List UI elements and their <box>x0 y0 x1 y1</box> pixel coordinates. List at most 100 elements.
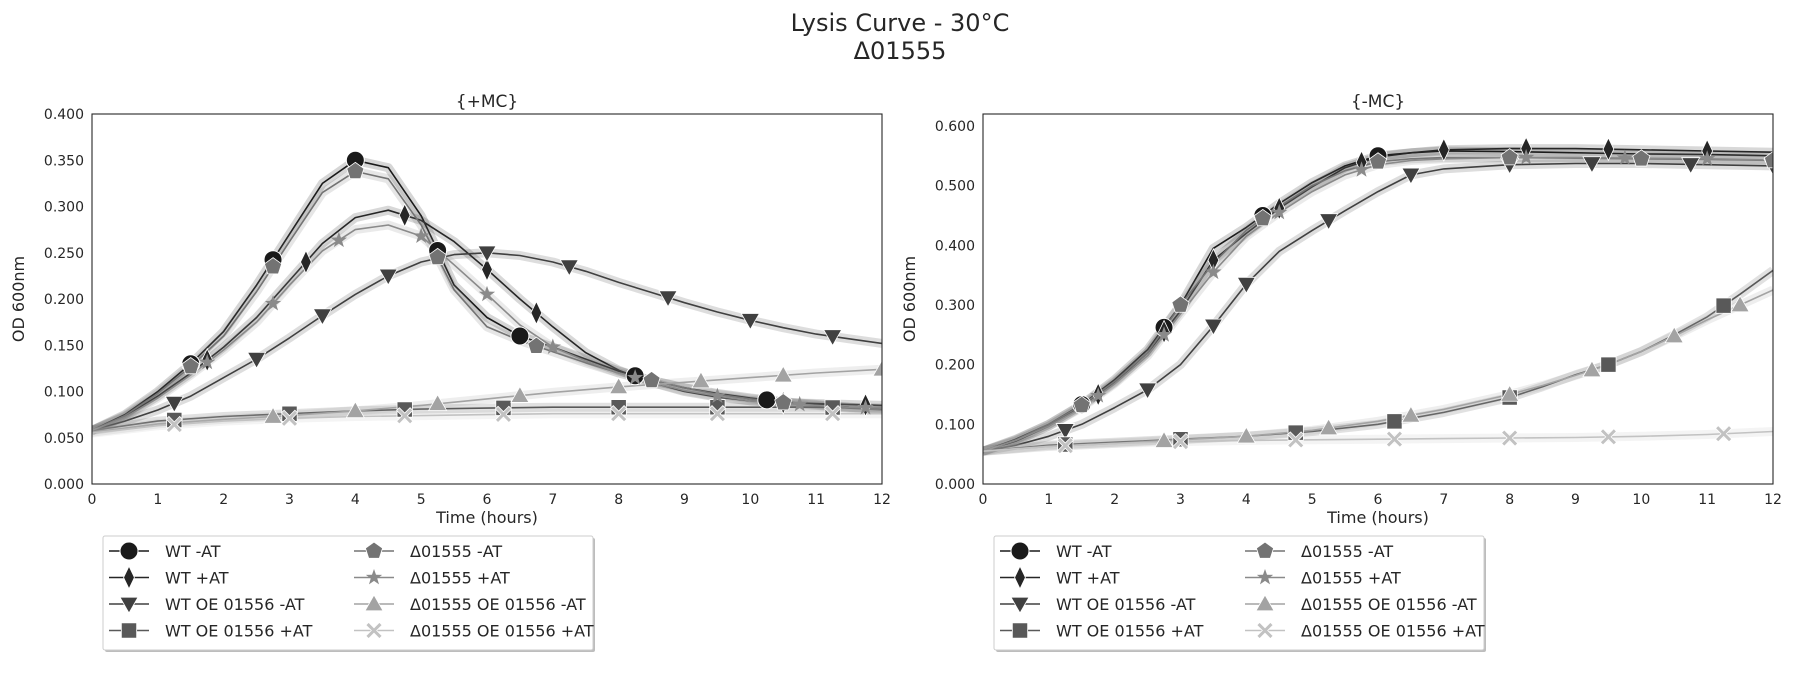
data-point <box>559 259 579 277</box>
data-point <box>246 351 267 369</box>
series-line <box>92 406 882 432</box>
x-tick-label: 3 <box>285 492 294 508</box>
data-point <box>1730 295 1750 313</box>
data-point <box>263 406 283 424</box>
data-point <box>1171 295 1190 313</box>
legend-marker <box>364 541 384 559</box>
x-tick-label: 6 <box>1374 492 1383 508</box>
data-point <box>757 390 777 410</box>
data-point <box>626 369 644 385</box>
data-point <box>264 295 282 311</box>
y-tick-label: 0.200 <box>44 292 84 308</box>
legend-label: Δ01555 -AT <box>410 542 502 561</box>
x-tick-label: 5 <box>1308 492 1317 508</box>
data-point <box>1699 150 1716 166</box>
series-band <box>983 153 1773 456</box>
data-point <box>1600 356 1617 373</box>
legend-marker <box>1255 594 1275 612</box>
series-band <box>983 153 1773 456</box>
legend-label: WT OE 01556 -AT <box>165 595 305 614</box>
y-tick-label: 0.350 <box>44 153 84 169</box>
data-point <box>427 393 448 411</box>
legend-marker <box>1256 621 1274 640</box>
legend-marker <box>123 565 135 590</box>
data-point <box>181 357 200 375</box>
series-line <box>983 156 1773 452</box>
series-line <box>92 159 882 432</box>
data-point <box>1055 423 1075 441</box>
panel-title: {+MC} <box>456 92 518 112</box>
data-point <box>1582 360 1602 378</box>
data-point <box>1385 430 1404 448</box>
plot-area <box>92 150 882 438</box>
legend-label: Δ01555 +AT <box>410 569 510 588</box>
data-point <box>1401 167 1421 185</box>
x-tick-label: 9 <box>680 492 689 508</box>
data-point <box>1253 208 1272 227</box>
x-tick-label: 11 <box>1698 492 1716 508</box>
data-point <box>494 405 513 424</box>
y-tick-label: 0.600 <box>935 119 975 135</box>
data-point <box>346 161 365 180</box>
chart-panel-plus-mc: {+MC}0 1 2 3 4 5 6 7 8 9 10 11 120.0000.0500.1000.15… <box>9 92 891 652</box>
data-point <box>1500 148 1519 166</box>
data-point <box>791 395 808 412</box>
series-line <box>983 156 1773 452</box>
x-tick-label: 12 <box>1764 492 1782 508</box>
y-tick-label: 0.000 <box>44 477 84 493</box>
x-tick-label: 7 <box>548 492 557 508</box>
figure-title-line1: Lysis Curve - 30°C <box>790 9 1010 37</box>
data-point <box>773 365 793 383</box>
axes-frame <box>982 113 1774 485</box>
x-tick-label: 8 <box>614 492 623 508</box>
legend-label: WT OE 01556 +AT <box>1056 622 1204 641</box>
data-point <box>164 395 184 413</box>
x-tick-label: 2 <box>219 492 228 508</box>
data-point <box>708 405 727 423</box>
figure-title-line2: Δ01555 <box>853 37 947 65</box>
data-point <box>478 285 496 302</box>
data-point <box>300 249 312 275</box>
legend-label: Δ01555 OE 01556 -AT <box>1301 595 1477 614</box>
legend-marker <box>120 622 138 639</box>
data-point <box>413 227 430 244</box>
data-point <box>345 401 366 419</box>
data-point <box>872 359 882 377</box>
y-tick-label: 0.250 <box>44 246 84 262</box>
panel-title: {-MC} <box>1351 92 1405 112</box>
data-point <box>1582 156 1602 174</box>
legend-marker <box>365 621 383 640</box>
y-tick-label: 0.200 <box>935 358 975 374</box>
data-point <box>312 308 333 326</box>
series-band <box>983 159 1773 456</box>
data-point <box>709 387 726 404</box>
data-point <box>1616 149 1634 165</box>
x-tick-label: 9 <box>1571 492 1580 508</box>
legend-label: Δ01555 OE 01556 +AT <box>410 622 594 641</box>
data-point <box>1714 425 1733 443</box>
data-point <box>510 385 530 403</box>
x-tick-label: 12 <box>873 492 891 508</box>
data-point <box>1386 413 1403 430</box>
data-point <box>1236 276 1257 294</box>
data-point <box>1154 430 1174 448</box>
legend-label: Δ01555 OE 01556 -AT <box>410 595 586 614</box>
data-point <box>1205 263 1222 280</box>
y-tick-label: 0.050 <box>44 431 84 447</box>
legend-marker <box>1010 541 1030 561</box>
data-point <box>1271 203 1288 220</box>
data-point <box>1401 405 1421 423</box>
data-point <box>691 371 711 389</box>
series-band <box>983 427 1773 456</box>
data-point <box>1318 213 1339 231</box>
data-point <box>1171 432 1190 451</box>
series-line <box>983 162 1773 452</box>
legend-label: WT OE 01556 -AT <box>1056 595 1196 614</box>
legend-label: WT -AT <box>1056 542 1112 561</box>
legend: WT -AT WT +AT WT OE 01556 -AT WT OE 01556 +… <box>102 535 595 652</box>
x-tick-label: 8 <box>1505 492 1514 508</box>
data-point <box>1056 436 1074 455</box>
y-tick-label: 0.400 <box>44 107 84 123</box>
y-tick-label: 0.150 <box>44 338 84 354</box>
data-point <box>477 245 497 263</box>
